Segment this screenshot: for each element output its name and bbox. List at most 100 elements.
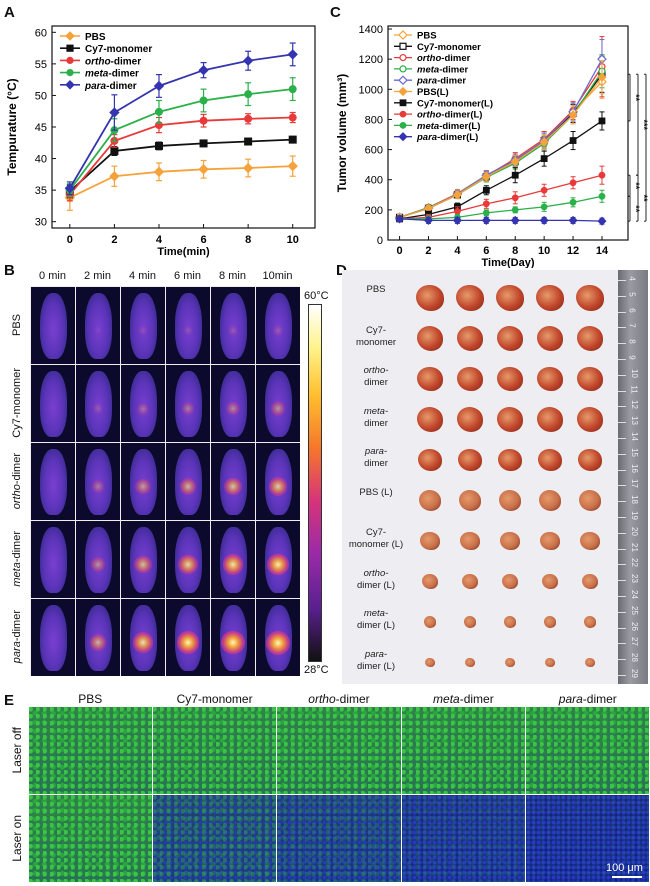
tumor-sample: [583, 615, 597, 629]
data-point: [569, 179, 577, 187]
ruler-number: 16: [629, 463, 639, 473]
data-point: [154, 107, 163, 116]
data-point: [244, 137, 253, 146]
tumor-sample: [538, 489, 562, 512]
tumor-sample: [497, 407, 523, 432]
data-point: [452, 215, 462, 225]
tumor-sample: [497, 448, 523, 472]
x-tick-label: 6: [200, 234, 206, 246]
mouse-silhouette: [129, 448, 157, 515]
hotspot: [176, 631, 200, 654]
tumor-sample: [418, 489, 442, 512]
tumor-sample: [424, 657, 436, 668]
y-axis-label: Tempurature (°C): [5, 78, 19, 175]
ruler-number: 19: [629, 511, 639, 520]
tumor-sample: [417, 407, 443, 432]
legend-marker: [399, 110, 407, 118]
hotspot: [221, 630, 245, 655]
thermal-column-label: 8 min: [219, 270, 246, 282]
series-line: [69, 53, 293, 189]
tumor-sample: [420, 531, 440, 551]
panel-letter-e: E: [4, 692, 15, 709]
ruler-number: 22: [629, 558, 639, 568]
tumor-row-label: ortho-dimer: [363, 365, 389, 388]
x-tick-label: 4: [156, 234, 163, 246]
data-point: [242, 162, 254, 174]
data-point: [64, 183, 75, 194]
data-point: [110, 146, 119, 155]
legend-marker: [65, 80, 75, 90]
mouse-silhouette: [219, 370, 247, 437]
thermal-image-cell: [210, 442, 255, 520]
data-point: [287, 49, 298, 60]
histology-panel: PBS Cy7-monomer ortho-dimer meta-dimer para-…: [8, 692, 650, 886]
x-axis-label: Time(Day): [482, 257, 535, 268]
tumor-sample: [421, 573, 439, 590]
legend-marker: [399, 42, 407, 50]
legend-marker: [65, 31, 75, 41]
histology-image-cell: [152, 706, 277, 794]
legend-label: Cy7-monomer: [417, 42, 481, 53]
data-point: [540, 186, 548, 194]
legend-marker: [399, 99, 407, 107]
thermal-image-cell: [75, 598, 120, 676]
legend-label: meta-dimer: [85, 69, 139, 80]
tumor-sample: [537, 407, 563, 432]
tumor-row-label: Cy7- monomer: [355, 324, 397, 348]
tumor-sample: [543, 615, 557, 629]
ruler-number: 5: [627, 292, 637, 297]
x-tick-label: 6: [483, 245, 489, 257]
legend-label: ortho-dimer(L): [417, 110, 482, 121]
thermal-image-cell: [30, 286, 75, 364]
data-point: [540, 203, 548, 211]
ruler-number: 11: [629, 384, 639, 394]
data-point: [540, 155, 548, 163]
ruler-number: 6: [627, 307, 637, 313]
tumor-sample: [417, 367, 443, 391]
hotspot: [227, 325, 239, 336]
thermal-image-cell: [30, 598, 75, 676]
y-tick-label: 1200: [359, 54, 383, 66]
thermal-image-cell: [75, 520, 120, 598]
data-point: [481, 215, 491, 225]
scale-bar: [612, 876, 642, 878]
data-point: [510, 157, 520, 167]
data-point: [568, 110, 578, 120]
legend-label: para-dimer(L): [416, 132, 478, 143]
ruler-number: 23: [629, 574, 639, 584]
legend-marker: [66, 56, 74, 65]
ruler-number: 9: [627, 355, 637, 360]
ruler-number: 25: [629, 605, 639, 615]
histology-image-cell: [401, 706, 526, 794]
y-tick-label: 60: [35, 27, 47, 39]
legend-label: PBS: [417, 31, 437, 42]
series-line: [399, 174, 603, 220]
series-line: [399, 76, 603, 219]
data-point: [242, 55, 254, 66]
ruler-number: 27: [629, 637, 639, 647]
hotspot: [134, 555, 152, 574]
x-axis-label: Time(min): [157, 246, 210, 258]
thermal-image-cell: [120, 364, 165, 442]
y-tick-label: 800: [365, 114, 383, 126]
ruler-number: 8: [627, 339, 637, 344]
thermal-image-cell: [30, 364, 75, 442]
tumor-sample: [577, 367, 603, 391]
tumor-sample: [541, 573, 559, 590]
thermal-image-cell: [165, 442, 210, 520]
hotspot: [93, 326, 103, 335]
tumor-sample: [544, 657, 556, 668]
y-tick-label: 50: [35, 90, 47, 102]
legend-marker: [399, 53, 407, 62]
tumor-sample: [536, 285, 564, 311]
hotspot: [178, 554, 198, 575]
data-point: [395, 214, 405, 224]
thermal-column-label: 0 min: [39, 270, 66, 282]
thermal-image-cell: [30, 520, 75, 598]
ruler-tick: [618, 343, 626, 345]
significance-label: ***: [639, 119, 649, 130]
ruler-number: 12: [629, 400, 639, 410]
x-tick-label: 0: [397, 245, 403, 257]
ruler-tick: [618, 564, 626, 566]
tumor-sample: [581, 573, 599, 590]
